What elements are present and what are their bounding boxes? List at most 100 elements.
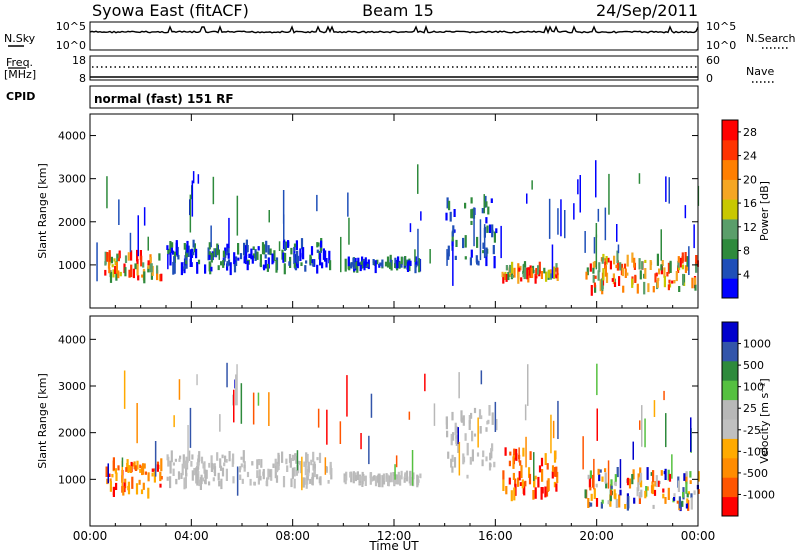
- echo-streak: [296, 450, 299, 471]
- echo-streak: [236, 364, 238, 406]
- echo-streak: [420, 211, 422, 221]
- echo-cell: [109, 481, 112, 492]
- colorbar-segment: [722, 438, 738, 459]
- echo-cell: [135, 483, 139, 495]
- echo-cell: [616, 260, 619, 271]
- echo-cell: [136, 249, 139, 262]
- echo-cell: [628, 478, 632, 489]
- echo-cell: [275, 260, 278, 273]
- echo-cell: [322, 248, 325, 260]
- echo-cell: [174, 458, 177, 462]
- echo-cell: [291, 454, 294, 461]
- echo-cell: [667, 487, 670, 500]
- echo-cell: [130, 264, 133, 278]
- colorbar-segment: [722, 419, 738, 439]
- colorbar-segment: [722, 322, 738, 342]
- echo-streak: [235, 374, 237, 406]
- echo-cell: [374, 476, 378, 487]
- power-ylabel: Slant Range [km]: [36, 163, 49, 259]
- echo-cell: [396, 259, 399, 268]
- echo-streak: [477, 417, 479, 448]
- echo-cell: [128, 269, 131, 278]
- echo-streak: [317, 408, 320, 428]
- echo-cell: [201, 477, 204, 482]
- echo-cell: [638, 258, 641, 270]
- echo-cell: [686, 265, 689, 271]
- echo-cell: [406, 261, 410, 272]
- echo-cell: [204, 264, 207, 274]
- echo-cell: [598, 474, 601, 482]
- colorbar-tick-label: 24: [743, 150, 757, 163]
- echo-cell: [602, 268, 605, 281]
- echo-cell: [316, 249, 319, 253]
- echo-cell: [299, 253, 302, 258]
- echo-cell: [226, 261, 229, 267]
- echo-cell: [263, 244, 266, 255]
- echo-streak: [596, 408, 598, 441]
- echo-cell: [615, 498, 618, 508]
- echo-cell: [658, 268, 661, 275]
- echo-cell: [502, 470, 505, 480]
- echo-streak: [136, 403, 138, 444]
- echo-cell: [619, 489, 622, 496]
- echo-cell: [482, 450, 485, 458]
- echo-cell: [166, 245, 169, 250]
- echo-cell: [482, 242, 485, 249]
- echo-cell: [122, 486, 125, 496]
- echo-cell: [316, 457, 319, 461]
- echo-cell: [586, 267, 589, 276]
- echo-streak: [219, 414, 221, 432]
- echo-cell: [471, 208, 474, 219]
- echo-cell: [254, 249, 257, 261]
- echo-cell: [544, 453, 547, 465]
- echo-cell: [595, 498, 599, 507]
- echo-cell: [491, 224, 494, 238]
- echo-cell: [221, 454, 224, 459]
- echo-streak: [123, 370, 126, 409]
- echo-cell: [520, 277, 523, 282]
- echo-cell: [140, 255, 143, 267]
- echo-cell: [381, 475, 384, 488]
- echo-streak: [339, 421, 342, 444]
- echo-cell: [505, 273, 508, 282]
- echo-cell: [657, 480, 660, 487]
- echo-cell: [677, 480, 680, 492]
- echo-cell: [127, 252, 130, 261]
- echo-cell: [650, 472, 653, 476]
- echo-cell: [646, 467, 649, 480]
- echo-cell: [378, 474, 381, 488]
- echo-streak: [233, 389, 235, 423]
- echo-cell: [252, 246, 255, 250]
- echo-cell: [641, 261, 644, 270]
- echo-cell: [613, 481, 616, 486]
- echo-cell: [226, 243, 229, 252]
- echo-cell: [588, 477, 591, 488]
- echo-cell: [267, 245, 270, 255]
- echo-cell: [454, 255, 457, 260]
- colorbar-segment: [722, 341, 738, 362]
- echo-cell: [495, 228, 498, 234]
- echo-cell: [683, 473, 686, 481]
- echo-cell: [601, 499, 604, 504]
- echo-cell: [125, 467, 128, 472]
- echo-cell: [604, 265, 607, 277]
- echo-cell: [143, 463, 146, 469]
- echo-cell: [246, 260, 249, 271]
- echo-cell: [367, 259, 370, 270]
- echo-cell: [611, 278, 614, 282]
- echo-cell: [480, 415, 483, 420]
- echo-cell: [453, 229, 456, 233]
- echo-streak: [595, 234, 598, 270]
- echo-cell: [138, 479, 141, 485]
- echo-cell: [534, 475, 537, 480]
- echo-streak: [550, 414, 552, 454]
- echo-streak: [370, 393, 373, 418]
- echo-cell: [524, 480, 527, 487]
- echo-cell: [689, 471, 692, 478]
- echo-cell: [469, 257, 472, 266]
- echo-cell: [293, 478, 296, 489]
- echo-cell: [652, 286, 655, 293]
- echo-cell: [281, 451, 284, 463]
- echo-cell: [210, 455, 213, 463]
- echo-cell: [481, 459, 484, 467]
